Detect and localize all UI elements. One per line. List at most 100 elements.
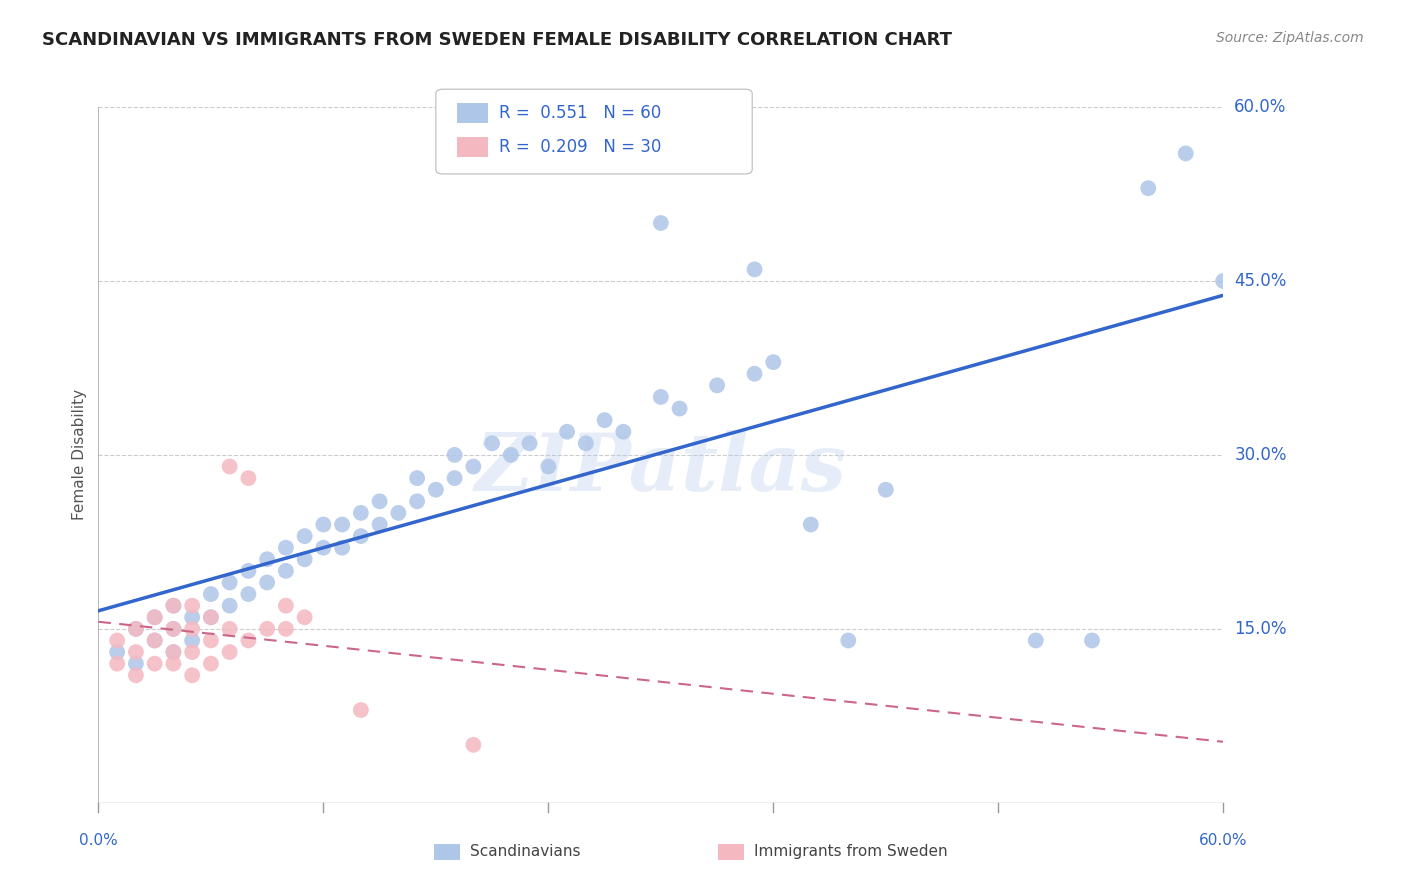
Point [125, 668, 148, 682]
Point [274, 622, 297, 636]
Point [762, 355, 785, 369]
Point [350, 703, 373, 717]
Point [274, 564, 297, 578]
Point [519, 436, 541, 450]
Point [162, 645, 184, 659]
Point [1137, 181, 1160, 195]
Point [162, 599, 184, 613]
Point [706, 378, 728, 392]
Point [125, 657, 148, 671]
Point [125, 645, 148, 659]
Point [181, 645, 204, 659]
Point [218, 622, 240, 636]
Point [162, 645, 184, 659]
Point [105, 633, 128, 648]
Point [181, 622, 204, 636]
Point [1081, 633, 1104, 648]
Point [744, 367, 766, 381]
Point [330, 517, 353, 532]
Point [143, 610, 166, 624]
Text: 0.0%: 0.0% [79, 833, 118, 848]
Point [593, 413, 616, 427]
Point [218, 599, 240, 613]
Point [1212, 274, 1234, 288]
Point [1025, 633, 1047, 648]
Point [200, 610, 222, 624]
Point [238, 587, 260, 601]
Point [443, 471, 465, 485]
Text: R =  0.209   N = 30: R = 0.209 N = 30 [499, 138, 661, 156]
Text: Immigrants from Sweden: Immigrants from Sweden [754, 845, 948, 859]
Point [256, 622, 278, 636]
Point [463, 738, 485, 752]
Point [181, 599, 204, 613]
Point [274, 599, 297, 613]
Point [143, 610, 166, 624]
Y-axis label: Female Disability: Female Disability [72, 389, 87, 521]
Point [443, 448, 465, 462]
Text: 60.0%: 60.0% [1199, 833, 1247, 848]
Point [837, 633, 859, 648]
Point [368, 517, 391, 532]
Point [650, 216, 672, 230]
Point [800, 517, 823, 532]
Point [200, 587, 222, 601]
Point [200, 657, 222, 671]
Point [218, 645, 240, 659]
Point [143, 633, 166, 648]
Point [312, 541, 335, 555]
Point [463, 459, 485, 474]
Point [105, 657, 128, 671]
Point [105, 645, 128, 659]
Point [668, 401, 690, 416]
Point [387, 506, 409, 520]
Text: 15.0%: 15.0% [1234, 620, 1286, 638]
Point [256, 575, 278, 590]
Point [162, 599, 184, 613]
Point [406, 471, 429, 485]
Point [274, 541, 297, 555]
Point [238, 564, 260, 578]
Point [481, 436, 503, 450]
Text: 45.0%: 45.0% [1234, 272, 1286, 290]
Point [294, 529, 316, 543]
Text: 30.0%: 30.0% [1234, 446, 1286, 464]
Point [256, 552, 278, 566]
Text: R =  0.551   N = 60: R = 0.551 N = 60 [499, 104, 661, 122]
Point [125, 622, 148, 636]
Point [181, 610, 204, 624]
Point [143, 657, 166, 671]
Point [312, 517, 335, 532]
Point [200, 633, 222, 648]
Point [555, 425, 578, 439]
Point [181, 633, 204, 648]
Point [350, 529, 373, 543]
Text: 60.0%: 60.0% [1234, 98, 1286, 116]
Point [350, 506, 373, 520]
Point [181, 668, 204, 682]
Point [200, 610, 222, 624]
Point [499, 448, 522, 462]
Point [425, 483, 447, 497]
Point [744, 262, 766, 277]
Text: Scandinavians: Scandinavians [470, 845, 581, 859]
Point [294, 610, 316, 624]
Point [612, 425, 634, 439]
Point [125, 622, 148, 636]
Point [330, 541, 353, 555]
Point [143, 633, 166, 648]
Text: ZIPatlas: ZIPatlas [475, 430, 846, 508]
Point [162, 657, 184, 671]
Point [294, 552, 316, 566]
Point [575, 436, 598, 450]
Text: SCANDINAVIAN VS IMMIGRANTS FROM SWEDEN FEMALE DISABILITY CORRELATION CHART: SCANDINAVIAN VS IMMIGRANTS FROM SWEDEN F… [42, 31, 952, 49]
Point [1174, 146, 1197, 161]
Point [537, 459, 560, 474]
Point [238, 471, 260, 485]
Point [218, 575, 240, 590]
Text: Source: ZipAtlas.com: Source: ZipAtlas.com [1216, 31, 1364, 45]
Point [368, 494, 391, 508]
Point [238, 633, 260, 648]
Point [406, 494, 429, 508]
Point [650, 390, 672, 404]
